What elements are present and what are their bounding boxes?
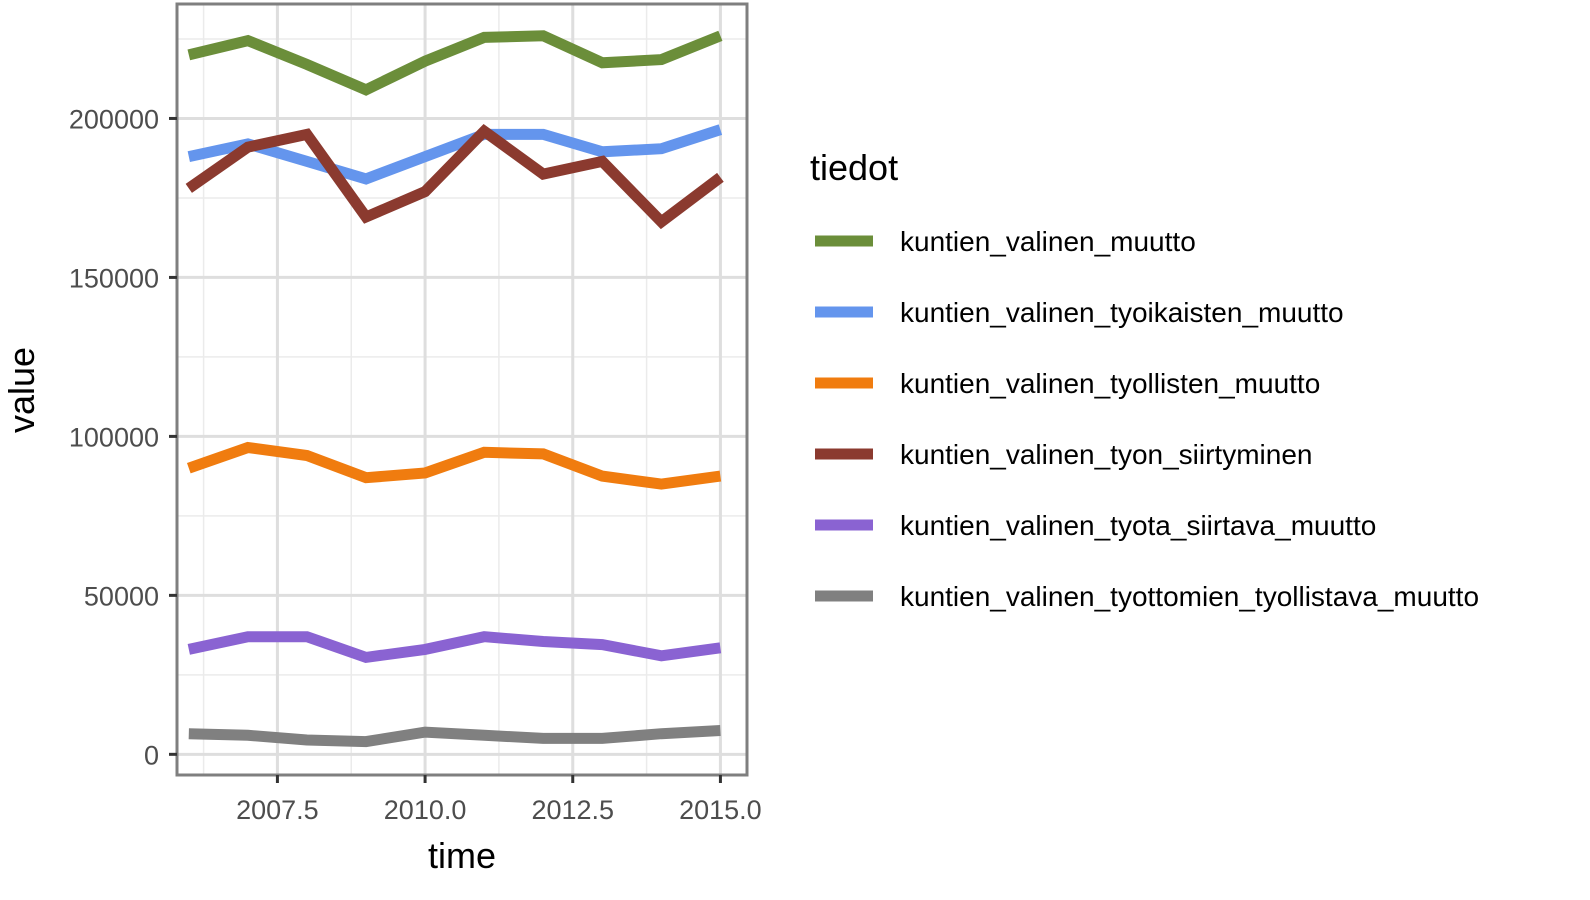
legend-label: kuntien_valinen_tyottomien_tyollistava_m… — [900, 581, 1479, 612]
legend-label: kuntien_valinen_tyoikaisten_muutto — [900, 297, 1344, 328]
legend-label: kuntien_valinen_tyollisten_muutto — [900, 368, 1320, 399]
x-tick-label: 2012.5 — [531, 795, 614, 825]
panel-border — [175, 2, 749, 777]
x-tick-labels: 2007.5 2010.0 2012.5 2015.0 — [236, 795, 762, 825]
series-line-kuntien_valinen_tyota_siirtava_muutto — [187, 631, 722, 664]
x-axis-title: time — [428, 835, 496, 876]
legend-item: kuntien_valinen_tyon_siirtyminen — [815, 439, 1312, 470]
series-line-kuntien_valinen_tyollisten_muutto — [186, 441, 722, 490]
legend-item: kuntien_valinen_muutto — [815, 226, 1196, 257]
legend-label: kuntien_valinen_muutto — [900, 226, 1196, 257]
series-lines — [185, 30, 724, 748]
y-tick-label: 0 — [144, 740, 159, 770]
y-tick-labels: 0 50000 100000 150000 200000 — [69, 104, 159, 770]
legend-item: kuntien_valinen_tyota_siirtava_muutto — [815, 510, 1376, 541]
x-tick-label: 2010.0 — [384, 795, 467, 825]
y-axis-title: value — [1, 347, 42, 433]
y-tick-label: 200000 — [69, 104, 159, 134]
y-tick-label: 100000 — [69, 422, 159, 452]
series-line-kuntien_valinen_tyon_siirtyminen — [185, 123, 724, 230]
legend-title: tiedot — [810, 147, 898, 188]
series-line-kuntien_valinen_tyoikaisten_muutto — [187, 124, 723, 185]
legend-label: kuntien_valinen_tyon_siirtyminen — [900, 439, 1312, 470]
series-line-kuntien_valinen_muutto — [187, 30, 723, 96]
y-tick-label: 150000 — [69, 263, 159, 293]
legend-item: kuntien_valinen_tyollisten_muutto — [815, 368, 1320, 399]
x-tick-label: 2007.5 — [236, 795, 319, 825]
legend-label: kuntien_valinen_tyota_siirtava_muutto — [900, 510, 1376, 541]
legend: tiedot kuntien_valinen_muutto kuntien_val… — [810, 147, 1479, 612]
plot-border — [175, 2, 749, 777]
x-tick-label: 2015.0 — [679, 795, 762, 825]
axis-ticks — [169, 116, 722, 783]
legend-item: kuntien_valinen_tyoikaisten_muutto — [815, 297, 1344, 328]
legend-item: kuntien_valinen_tyottomien_tyollistava_m… — [815, 581, 1479, 612]
y-tick-label: 50000 — [84, 581, 159, 611]
series-line-kuntien_valinen_tyottomien_tyollistava_muutto — [188, 725, 721, 748]
